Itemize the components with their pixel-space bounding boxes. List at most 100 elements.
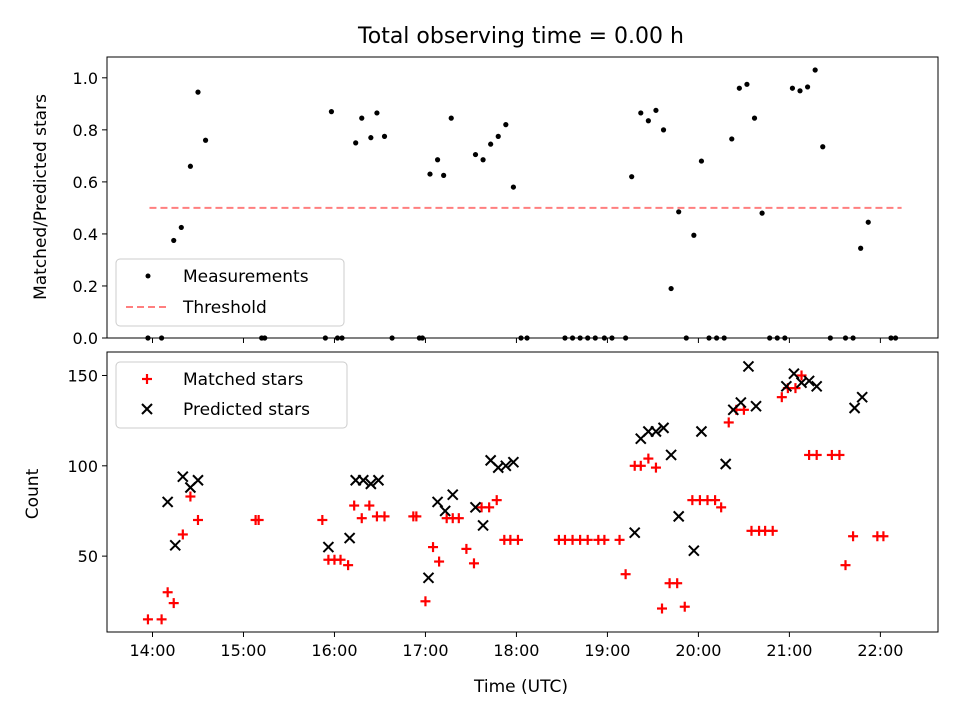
measurement-point: [202, 137, 209, 143]
measurement-point: [441, 172, 447, 178]
matched-point: [162, 587, 173, 598]
matched-point: [650, 462, 661, 473]
matched-point: [468, 558, 479, 569]
measurement-point: [653, 107, 659, 113]
measurement-point: [334, 335, 341, 341]
matched-point: [834, 449, 845, 460]
measurement-point: [472, 151, 479, 158]
matched-point: [349, 500, 360, 511]
measurement-point: [736, 85, 742, 91]
measurement-point: [381, 133, 388, 139]
predicted-point: [192, 474, 204, 486]
measurement-point: [434, 157, 441, 163]
measurement-point: [797, 88, 803, 94]
measurement-point: [774, 335, 780, 341]
predicted-point: [169, 539, 181, 551]
matched-point: [767, 525, 778, 536]
predicted-point: [447, 489, 459, 501]
count-x-tick-label: 21:00: [766, 641, 812, 660]
matched-stars-points: [142, 370, 889, 625]
count-x-tick-label: 15:00: [220, 641, 266, 660]
measurement-point: [262, 335, 268, 341]
matched-point: [679, 601, 690, 612]
measurement-point: [842, 335, 849, 341]
count-x-tick-label: 22:00: [857, 641, 903, 660]
measurement-point: [145, 335, 151, 341]
measurement-point: [322, 335, 328, 341]
matched-point: [192, 515, 203, 525]
predicted-point: [750, 400, 762, 412]
count-x-tick-label: 16:00: [311, 641, 357, 660]
matched-point: [716, 502, 727, 513]
measurement-point: [767, 335, 773, 341]
predicted-point: [695, 425, 708, 438]
measurement-point: [691, 232, 697, 238]
matched-point: [582, 534, 593, 545]
chart-title: Total observing time = 0.00 h: [357, 24, 684, 49]
measurement-point: [448, 115, 454, 121]
measurement-points: [145, 67, 899, 341]
matched-point: [142, 614, 153, 625]
matched-point: [156, 614, 167, 625]
predicted-point: [431, 496, 444, 508]
measurement-point: [850, 335, 856, 341]
measurement-point: [187, 163, 194, 169]
measurement-point: [353, 140, 359, 146]
matched-point: [428, 542, 439, 553]
matched-point: [643, 453, 654, 464]
ratio-y-tick-label: 0.0: [73, 329, 98, 348]
predicted-point: [372, 474, 385, 486]
measurement-point: [368, 135, 374, 141]
count-x-tick-label: 18:00: [493, 641, 539, 660]
matched-point: [878, 531, 889, 542]
ratio-y-tick-label: 0.4: [73, 225, 98, 244]
matched-point: [453, 513, 464, 524]
predicted-point: [357, 474, 369, 486]
measurement-point: [510, 184, 517, 190]
count-y-tick-label: 100: [67, 457, 98, 476]
matched-point: [614, 534, 625, 545]
measurement-point: [714, 335, 720, 341]
measurement-point: [827, 335, 833, 341]
predicted-point: [719, 458, 732, 470]
matched-point: [420, 596, 431, 607]
predicted-point: [177, 470, 189, 483]
measurement-point: [195, 89, 201, 95]
measurement-point: [858, 245, 864, 251]
ratio-y-tick-label: 0.8: [73, 121, 98, 140]
measurement-point: [609, 335, 615, 341]
count-y-ticks: 50 100 150: [67, 366, 107, 566]
predicted-legend-label: Predicted stars: [183, 400, 310, 420]
measurement-point: [480, 157, 486, 163]
matched-point: [599, 534, 610, 545]
matched-point: [434, 556, 445, 567]
predicted-point: [742, 360, 755, 373]
predicted-point: [657, 422, 670, 434]
count-panel: 50 100 150 14:00 15:00 16:00 17:00 18:00 19:00 2…: [23, 351, 939, 697]
matched-point: [177, 529, 188, 540]
predicted-stars-points: [161, 360, 868, 584]
measurement-point: [524, 335, 530, 341]
matched-point: [710, 495, 721, 506]
measurement-point: [751, 115, 758, 121]
measurement-point: [359, 115, 365, 121]
matched-point: [512, 534, 523, 545]
ratio-y-ticks: 0.0 0.2 0.4 0.6 0.8 1.0: [73, 69, 107, 348]
measurements-legend-marker: [145, 273, 151, 279]
measurement-point: [759, 210, 765, 216]
matched-point: [840, 560, 851, 571]
x-axis-label: Time (UTC): [473, 677, 568, 697]
predicted-point: [803, 375, 815, 387]
measurement-point: [789, 85, 796, 91]
predicted-point: [856, 391, 868, 403]
ratio-y-axis-label: Matched/Predicted stars: [31, 94, 51, 300]
measurement-point: [820, 144, 826, 150]
predicted-point: [507, 456, 520, 468]
ratio-panel: 0.0 0.2 0.4 0.6 0.8 1.0 Matched/Predicted sta…: [31, 56, 939, 348]
matched-point: [848, 531, 859, 542]
count-x-tick-label: 19:00: [584, 641, 630, 660]
predicted-point: [422, 572, 435, 584]
measurement-point: [892, 335, 899, 341]
measurement-point: [721, 335, 727, 341]
matched-point: [343, 560, 354, 571]
